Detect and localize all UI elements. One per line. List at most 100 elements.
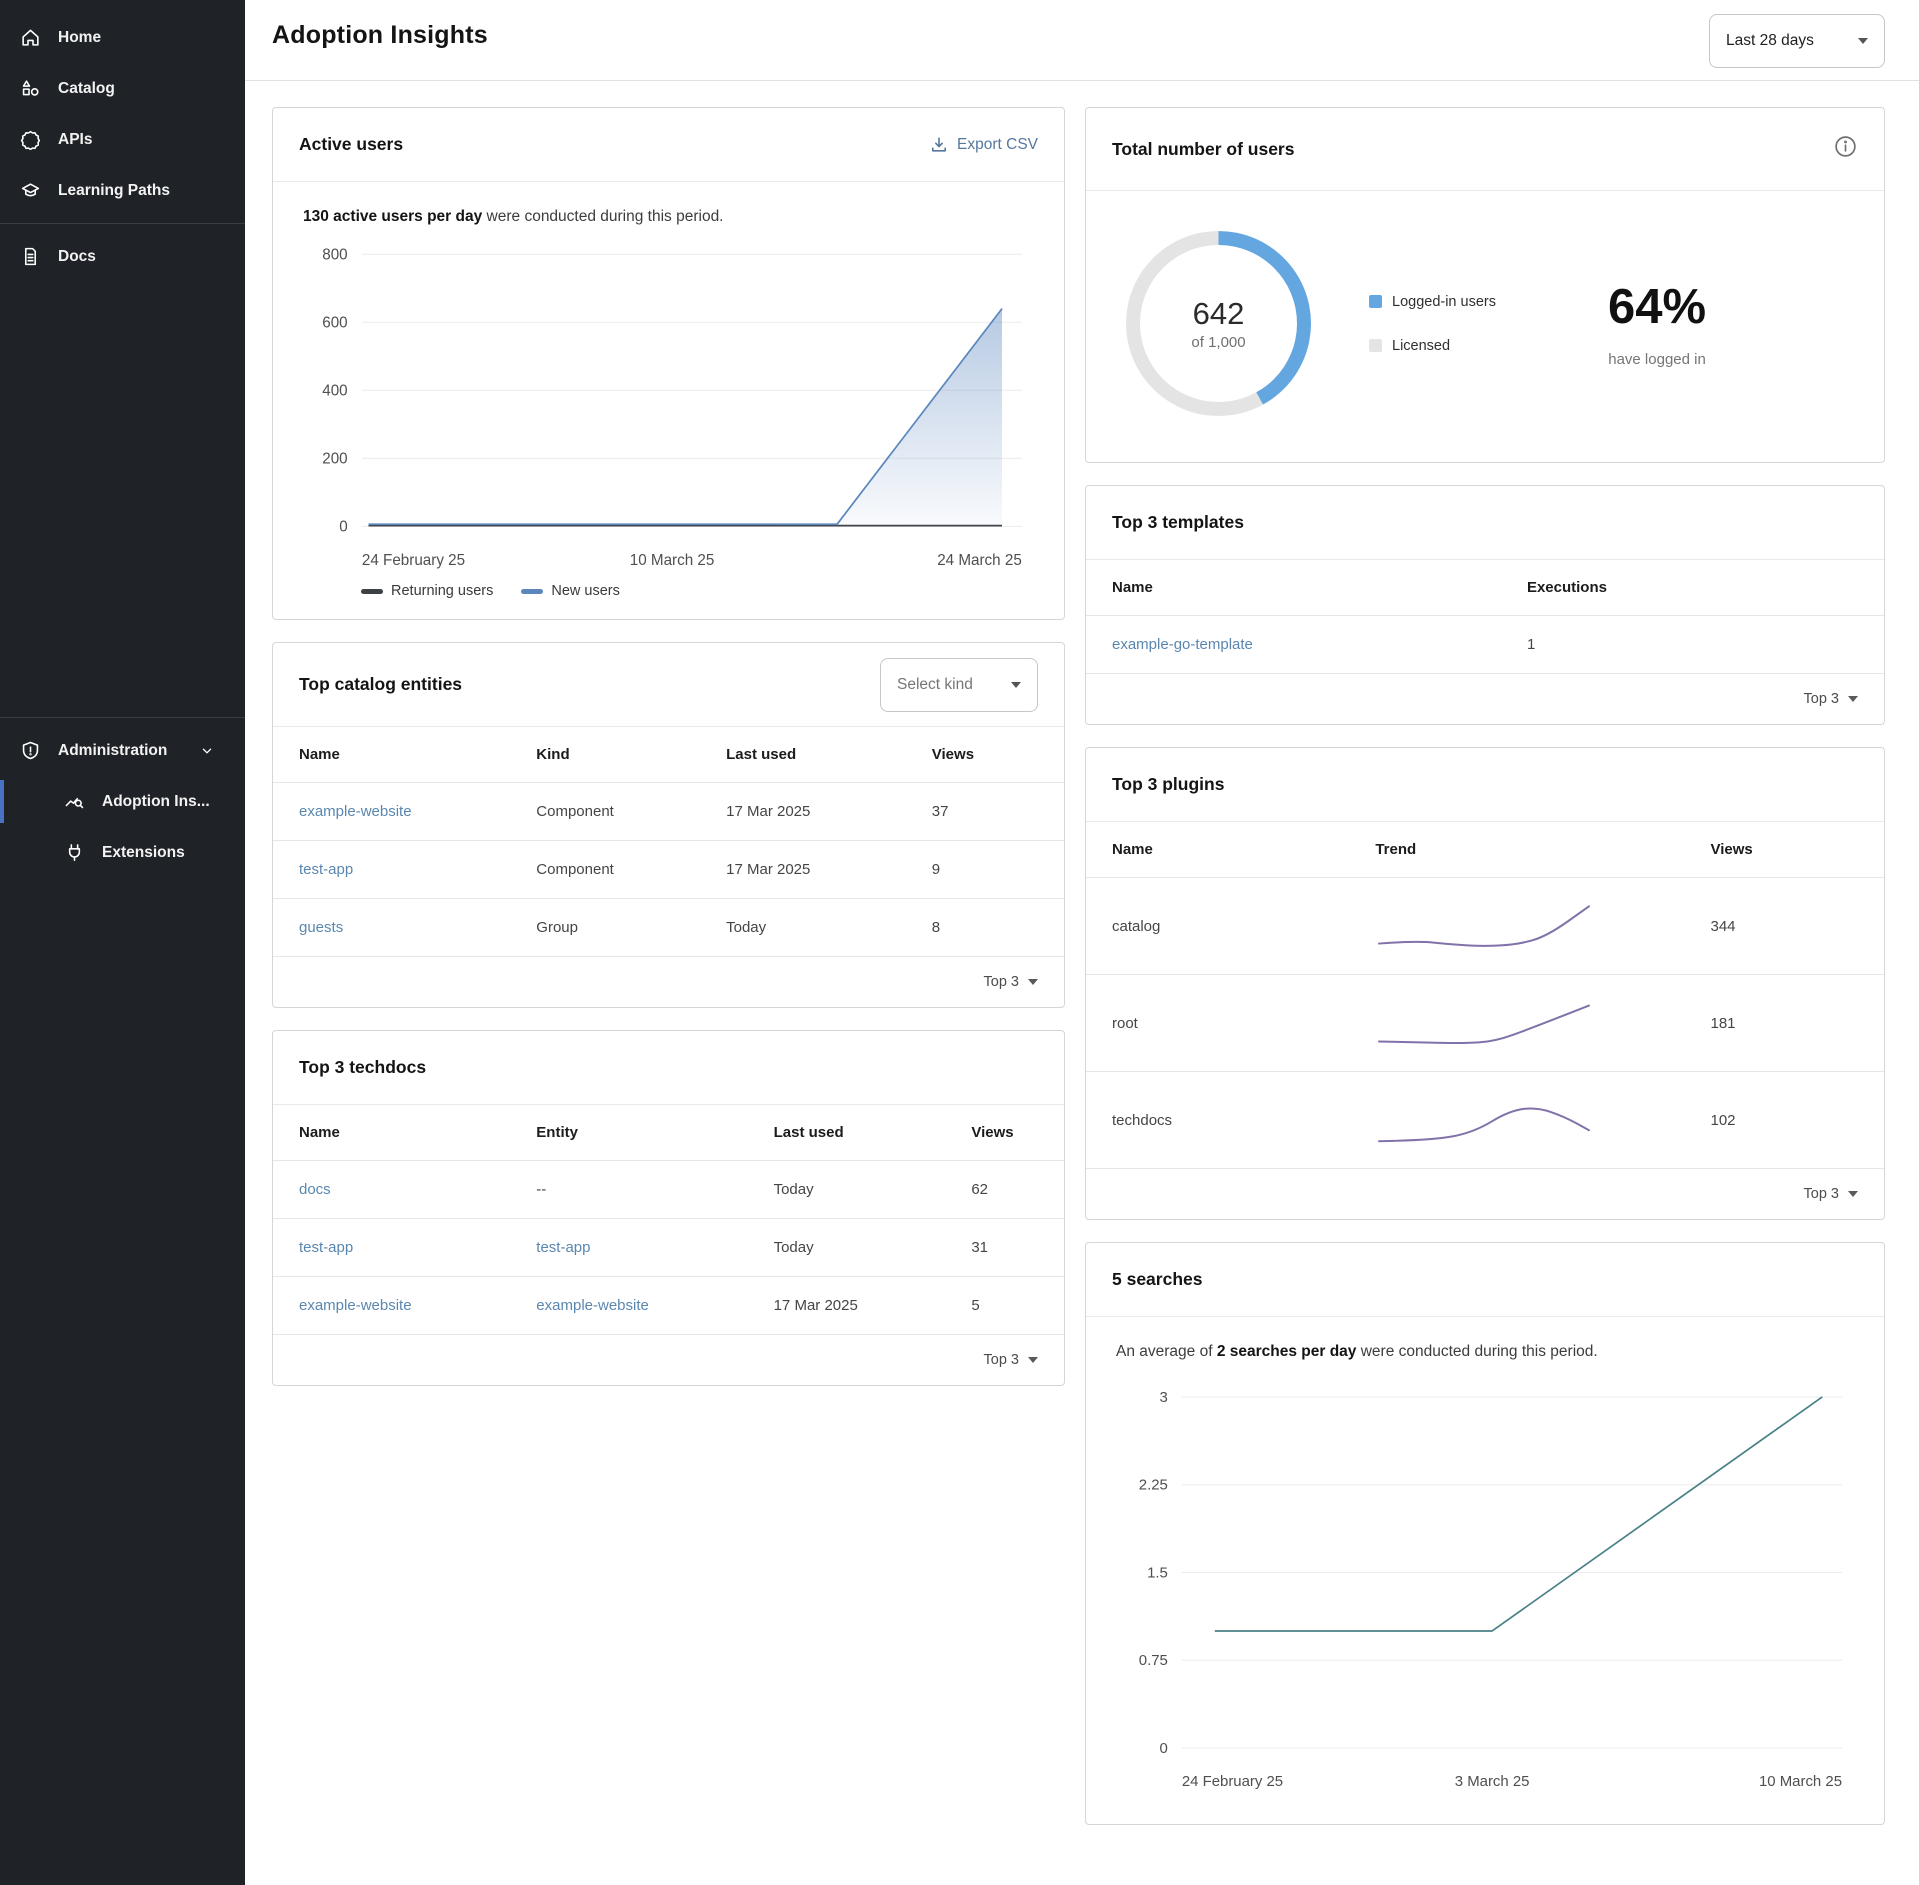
svg-text:800: 800 <box>322 246 347 263</box>
sidebar-item-docs[interactable]: Docs <box>0 231 245 282</box>
chart-legend: Returning users New users <box>303 583 1034 599</box>
svg-text:10 March 25: 10 March 25 <box>1759 1773 1842 1790</box>
adoption-insights-icon <box>64 791 85 812</box>
plugin-name: techdocs <box>1086 1071 1350 1168</box>
sidebar-item-label: Administration <box>58 741 168 759</box>
entity-link[interactable]: example-website <box>536 1297 649 1315</box>
chevron-down-icon <box>198 742 216 760</box>
svg-text:0.75: 0.75 <box>1139 1652 1168 1669</box>
entity-link[interactable]: example-go-template <box>1112 636 1253 653</box>
rows-limit-select[interactable]: Top 3 <box>1086 673 1884 724</box>
active-users-chart: 0 200 400 600 800 24 February 25 10 March 25 24… <box>322 246 1022 569</box>
date-range-value: Last 28 days <box>1726 32 1814 49</box>
column-header: Name <box>1112 579 1153 596</box>
svg-text:200: 200 <box>322 450 347 467</box>
info-icon[interactable] <box>1833 134 1858 164</box>
rows-limit-select[interactable]: Top 3 <box>273 1334 1064 1385</box>
entity-link[interactable]: test-app <box>299 861 354 879</box>
column-header: Views <box>1710 841 1753 858</box>
total-users-card: Total number of users 642 of 1,000 <box>1085 107 1885 463</box>
searches-chart: 0 0.75 1.5 2.25 3 24 February 25 3 March 25 10 … <box>1139 1389 1842 1790</box>
sidebar-spacer <box>0 282 245 710</box>
svg-text:1.5: 1.5 <box>1147 1564 1168 1581</box>
svg-text:24 March 25: 24 March 25 <box>937 552 1022 569</box>
catalog-entities-table: Name Kind Last used Views example-website Co… <box>273 727 1064 957</box>
legend-item-logged-in: Logged-in users <box>1369 294 1496 310</box>
svg-text:10 March 25: 10 March 25 <box>630 552 715 569</box>
table-header-row: Name Kind Last used Views <box>273 727 1064 783</box>
catalog-icon <box>20 78 41 99</box>
left-column: Active users Export CSV 130 active users… <box>272 107 1065 1387</box>
table-row: guests Group Today 8 <box>273 898 1064 957</box>
svg-text:400: 400 <box>322 382 347 399</box>
rows-limit-select[interactable]: Top 3 <box>1086 1168 1884 1219</box>
table-row: root 181 <box>1086 974 1884 1072</box>
sidebar-item-label: Catalog <box>58 79 115 97</box>
column-header: Executions <box>1526 579 1607 596</box>
sidebar-item-administration[interactable]: Administration <box>0 725 245 776</box>
card-title: Top 3 plugins <box>1112 774 1225 794</box>
sidebar-item-apis[interactable]: APIs <box>0 114 245 165</box>
entity-link[interactable]: docs <box>299 1181 331 1199</box>
svg-text:600: 600 <box>322 314 347 331</box>
export-csv-button[interactable]: Export CSV <box>930 136 1038 154</box>
plugin-views: 102 <box>1684 1071 1884 1168</box>
select-kind-dropdown[interactable]: Select kind <box>880 657 1038 712</box>
sidebar-item-catalog[interactable]: Catalog <box>0 63 245 114</box>
total-users-donut-chart: 642 of 1,000 <box>1126 231 1311 416</box>
logged-in-percentage: 64% have logged in <box>1608 279 1706 368</box>
table-row: techdocs 102 <box>1086 1071 1884 1168</box>
searches-card: 5 searches An average of 2 searches per … <box>1085 1242 1885 1825</box>
svg-text:3 March 25: 3 March 25 <box>1455 1773 1530 1790</box>
trend-sparkline <box>1378 1004 1591 1045</box>
rows-limit-select[interactable]: Top 3 <box>273 956 1064 1007</box>
card-title: Top 3 techdocs <box>299 1057 427 1078</box>
sidebar-item-home[interactable]: Home <box>0 12 245 63</box>
entity-link[interactable]: test-app <box>536 1239 591 1257</box>
column-header: Name <box>299 746 340 764</box>
legend-swatch <box>361 588 383 594</box>
percentage-value: 64% <box>1608 280 1707 334</box>
sidebar-item-label: Adoption Ins... <box>102 792 210 810</box>
sidebar-item-learning-paths[interactable]: Learning Paths <box>0 165 245 216</box>
learning-paths-icon <box>20 180 41 201</box>
top-techdocs-card: Top 3 techdocs Name Entity Last used Views … <box>272 1030 1065 1387</box>
date-range-select[interactable]: Last 28 days <box>1709 14 1885 68</box>
rows-limit-label: Top 3 <box>1803 1186 1839 1202</box>
column-header: Trend <box>1375 841 1417 858</box>
rows-limit-label: Top 3 <box>983 1352 1019 1369</box>
table-header-row: Name Executions <box>1086 560 1884 616</box>
chart-summary: An average of 2 searches per day were co… <box>1116 1343 1598 1360</box>
download-icon <box>932 136 947 152</box>
table-row: example-website example-website 17 Mar 202… <box>273 1276 1064 1335</box>
active-users-card: Active users Export CSV 130 active users… <box>272 107 1065 621</box>
column-header: Name <box>1112 841 1153 858</box>
entity-link[interactable]: guests <box>299 919 344 937</box>
percentage-caption: have logged in <box>1608 351 1706 368</box>
rows-limit-label: Top 3 <box>1803 691 1839 707</box>
sidebar-item-label: Extensions <box>102 843 185 861</box>
plug-icon <box>64 842 85 863</box>
page-title: Adoption Insights <box>272 21 488 49</box>
trend-sparkline <box>1378 1107 1591 1143</box>
legend-item-licensed: Licensed <box>1369 338 1496 354</box>
table-row: test-app Component 17 Mar 2025 9 <box>273 840 1064 899</box>
plugin-views: 181 <box>1684 974 1884 1072</box>
plugin-name: root <box>1086 974 1350 1072</box>
donut-legend: Logged-in users Licensed <box>1369 294 1496 354</box>
table-row: catalog 344 <box>1086 877 1884 975</box>
right-column: Total number of users 642 of 1,000 <box>1085 107 1885 1825</box>
dashboard-content: Active users Export CSV 130 active users… <box>245 81 1919 1861</box>
sidebar-item-adoption-insights[interactable]: Adoption Ins... <box>0 776 245 827</box>
plugin-name: catalog <box>1086 877 1350 975</box>
chevron-down-icon <box>1848 1191 1858 1197</box>
sidebar-item-extensions[interactable]: Extensions <box>0 827 245 878</box>
table-header-row: Name Entity Last used Views <box>273 1105 1064 1161</box>
entity-link[interactable]: example-website <box>299 803 412 821</box>
entity-link[interactable]: test-app <box>299 1239 354 1257</box>
entity-link[interactable]: example-website <box>299 1297 412 1315</box>
table-header-row: Name Trend Views <box>1086 822 1884 878</box>
legend-swatch <box>1369 295 1382 308</box>
rows-limit-label: Top 3 <box>983 974 1019 991</box>
